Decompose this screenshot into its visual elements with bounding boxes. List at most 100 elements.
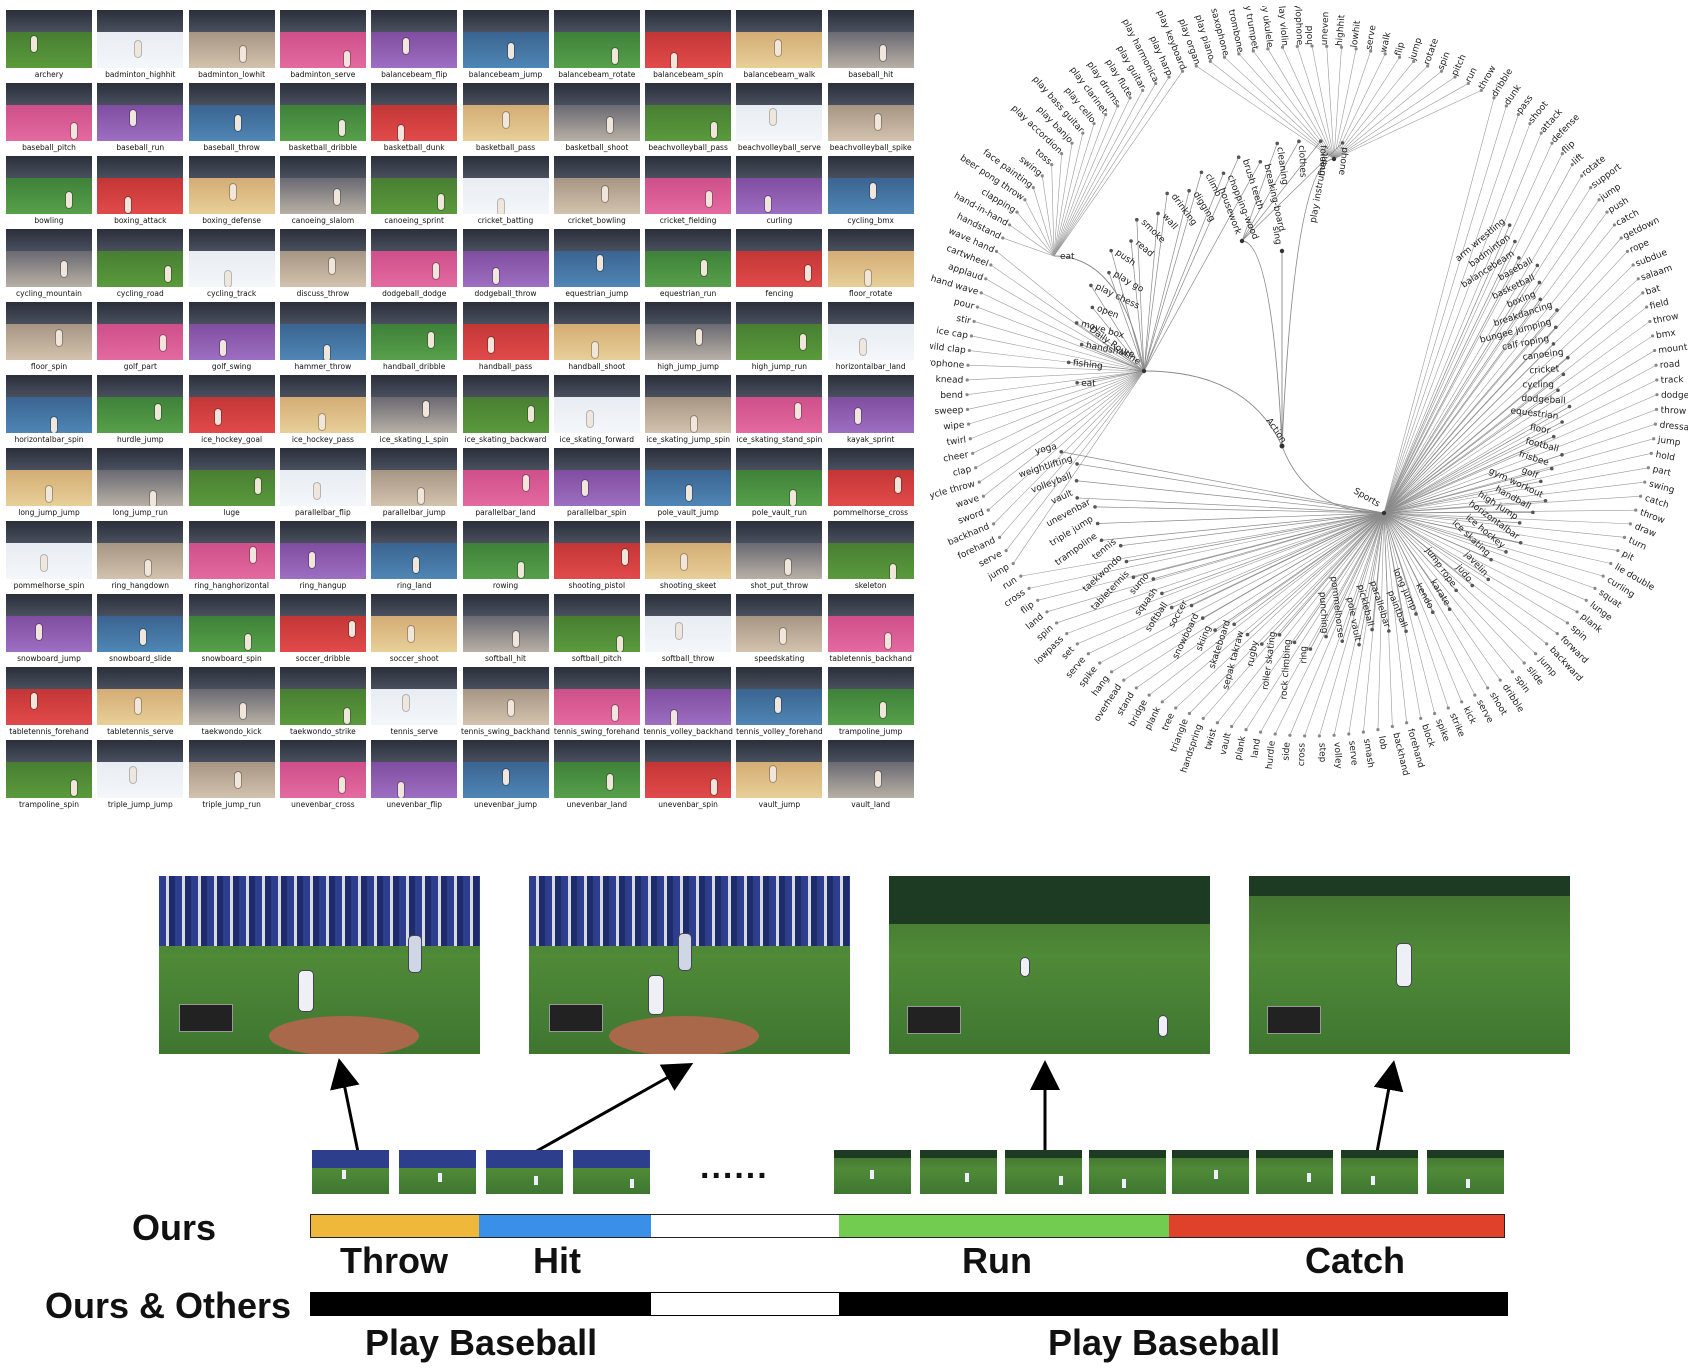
tree-node-label: singing microphone	[930, 354, 965, 371]
tree-leaf-node	[1347, 732, 1351, 736]
tree-leaf-node	[989, 263, 993, 267]
grid-cell: cycling_bmx	[827, 156, 914, 230]
grid-cell: canoeing_sprint	[371, 156, 458, 230]
thumbnail-caption: ice_skating_jump_spin	[646, 435, 730, 444]
tree-node	[1404, 629, 1408, 634]
ellipsis: ......	[700, 1148, 769, 1186]
thumbnail-image	[827, 740, 914, 798]
tree-leaf-node	[1230, 724, 1234, 729]
thumbnail-caption: triple_jump_jump	[107, 800, 173, 809]
thumbnail-caption: unevenbar_flip	[386, 800, 443, 809]
tree-root-node	[1279, 443, 1285, 449]
thumbnail-caption: ice_skating_stand_spin	[736, 435, 823, 444]
tree-leaf-node	[969, 334, 974, 338]
thumbnail-caption: high_jump_jump	[657, 362, 719, 371]
grid-cell: taekwondo_strike	[279, 667, 366, 741]
grid-cell: tennis_volley_forehand	[736, 667, 823, 741]
tree-node-label: eat	[1060, 252, 1075, 262]
tree-node	[1066, 360, 1071, 365]
thumbnail-image	[279, 375, 366, 433]
label-run: Run	[962, 1240, 1032, 1281]
grid-cell: bowling	[6, 156, 92, 230]
tree-node	[1221, 171, 1226, 176]
thumbnail-caption: pole_vault_jump	[657, 508, 719, 517]
grid-cell: balancebeam_spin	[645, 10, 732, 84]
tree-node-label: serve	[1346, 740, 1359, 766]
thumbnail-caption: handball_shoot	[568, 362, 626, 371]
thumbnail-caption: triple_jump_run	[202, 800, 261, 809]
thumbnail-caption: softball_hit	[485, 654, 526, 663]
frame-hit	[529, 876, 850, 1054]
tree-node	[1543, 498, 1548, 503]
thumbnail-caption: cricket_bowling	[567, 216, 626, 225]
tree-leaf-node	[1001, 236, 1005, 240]
grid-cell: trampoline_spin	[6, 740, 92, 814]
frame-thumbnail	[399, 1150, 476, 1194]
tree-leaf-node	[1122, 678, 1126, 682]
tree-leaf-node	[1180, 69, 1185, 73]
grid-cell: balancebeam_jump	[462, 10, 549, 84]
tree-leaf-node	[966, 363, 970, 367]
grid-cell: shooting_skeet	[645, 521, 732, 595]
thumbnail-caption: golf_part	[123, 362, 157, 371]
thumbnail-caption: tabletennis_serve	[107, 727, 174, 736]
tree-leaf-node	[967, 348, 971, 353]
tree-node-label: set	[1060, 645, 1077, 662]
thumbnail-image	[553, 594, 640, 652]
tree-leaf-node	[1646, 466, 1650, 470]
grid-cell: baseball_run	[97, 83, 184, 157]
tree-leaf-node	[1584, 598, 1588, 602]
tree-leaf-node	[1412, 59, 1416, 63]
tree-node-label: ring	[1299, 646, 1309, 664]
tree-node	[1093, 505, 1097, 509]
frame-thumbnail	[486, 1150, 563, 1194]
thumbnail-image	[371, 448, 458, 506]
tree-leaf-node	[1128, 96, 1132, 100]
thumbnail-caption: dodgeball_dodge	[382, 289, 447, 298]
tree-node-label: cross	[1297, 742, 1308, 766]
tree-node	[1199, 170, 1204, 175]
thumbnail-caption: ring_hangdown	[111, 581, 170, 590]
thumbnail-caption: ring_land	[396, 581, 432, 590]
thumbnail-image	[371, 375, 458, 433]
grid-cell: softball_throw	[645, 594, 732, 668]
tree-node	[1277, 633, 1282, 637]
thumbnail-caption: beachvolleyball_serve	[737, 143, 821, 152]
grid-cell: unevenbar_cross	[279, 740, 366, 814]
tree-leaf-node	[1560, 152, 1564, 156]
tree-leaf-node	[1273, 732, 1277, 736]
thumbnail-image	[462, 83, 549, 141]
tree-node	[1340, 639, 1345, 643]
tree-node-label: dressage	[1659, 421, 1688, 435]
grid-cell: cycling_mountain	[6, 229, 92, 303]
thumbnail-image	[553, 521, 640, 579]
grid-cell: shooting_pistol	[553, 521, 640, 595]
tree-leaf-node	[1580, 174, 1584, 178]
tree-node	[1107, 270, 1111, 275]
tree-leaf-node	[1147, 693, 1151, 697]
thumbnail-image	[645, 521, 732, 579]
grid-cell: equestrian_jump	[553, 229, 640, 303]
thumbnail-caption: high_jump_run	[751, 362, 808, 371]
tree-leaf-node	[1383, 52, 1387, 56]
grid-cell: curling	[736, 156, 823, 230]
label-throw: Throw	[340, 1240, 448, 1281]
arrow-to-catch	[1373, 1060, 1404, 1153]
tree-leaf-node	[1550, 141, 1554, 145]
tree-leaf-node	[1060, 152, 1064, 156]
tree-leaf-node	[1597, 198, 1601, 202]
tree-node-label: pour	[953, 297, 976, 312]
tree-leaf-node	[986, 508, 990, 512]
grid-cell: horizontalbar_land	[827, 302, 914, 376]
frame-thumbnail	[1256, 1150, 1333, 1194]
grid-cell: long_jump_run	[97, 448, 184, 522]
grid-cell: tennis_serve	[371, 667, 458, 741]
tree-leaf-node	[1634, 508, 1638, 512]
tree-node	[1169, 605, 1174, 610]
thumbnail-caption: shooting_skeet	[659, 581, 717, 590]
tree-leaf-node	[1539, 131, 1543, 135]
thumbnail-caption: shot_put_throw	[750, 581, 809, 590]
tree-node	[1308, 647, 1313, 651]
tree-leaf-node	[1361, 730, 1366, 734]
tree-node-label: cleaning	[1274, 146, 1289, 185]
